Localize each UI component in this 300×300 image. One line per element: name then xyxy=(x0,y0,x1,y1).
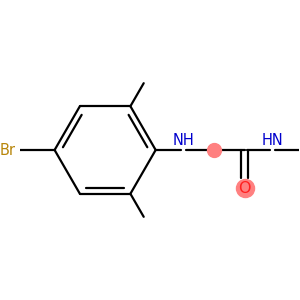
Text: O: O xyxy=(238,181,251,196)
Text: NH: NH xyxy=(173,133,194,148)
Text: Br: Br xyxy=(0,142,16,158)
Text: O: O xyxy=(238,182,251,197)
Text: HN: HN xyxy=(262,133,283,148)
